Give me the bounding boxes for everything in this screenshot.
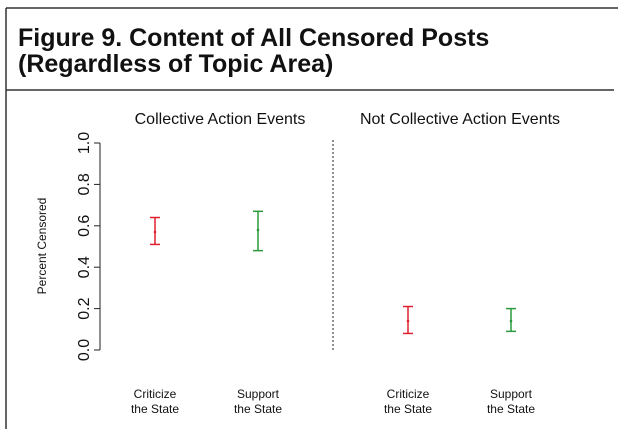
y-tick-label: 0.6 [76, 215, 93, 237]
x-tick-label: Support [237, 387, 280, 401]
y-axis-label: Percent Censored [35, 198, 49, 295]
panel-title: Not Collective Action Events [360, 111, 560, 128]
y-tick-label: 1.0 [76, 132, 93, 154]
point [153, 230, 157, 234]
x-tick-label: the State [487, 402, 535, 416]
chart-title: Figure 9. Content of All Censored Posts [18, 24, 489, 52]
x-tick-label: Criticize [387, 387, 430, 401]
x-tick-label: Criticize [134, 387, 177, 401]
panel-title: Collective Action Events [135, 111, 306, 128]
point [406, 319, 410, 323]
y-tick-label: 0.2 [76, 297, 93, 319]
point [256, 228, 260, 232]
y-tick-label: 0.0 [76, 339, 93, 361]
chart-title: (Regardless of Topic Area) [18, 50, 333, 78]
x-tick-label: the State [384, 402, 432, 416]
y-tick-label: 0.8 [76, 173, 93, 195]
x-tick-label: Support [490, 387, 533, 401]
point [509, 319, 513, 323]
x-tick-label: the State [234, 402, 282, 416]
x-tick-label: the State [131, 402, 179, 416]
y-tick-label: 0.4 [76, 256, 93, 278]
